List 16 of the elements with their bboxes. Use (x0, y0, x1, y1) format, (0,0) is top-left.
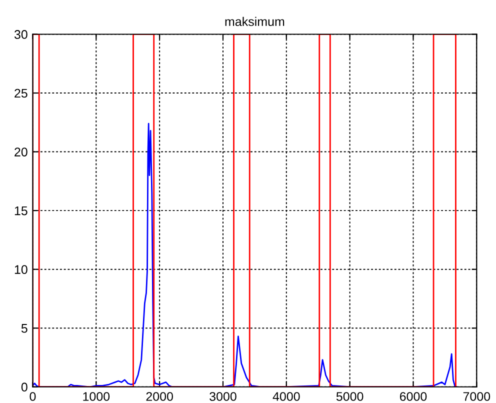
y-tick-label: 15 (14, 206, 28, 216)
y-tick-label: 10 (14, 265, 28, 274)
x-tick-label: 7000 (463, 392, 490, 401)
y-tick-label: 25 (14, 88, 28, 98)
x-tick-label: 6000 (400, 392, 427, 401)
y-tick-label: 20 (14, 148, 28, 156)
y-tick-label: 30 (14, 30, 28, 39)
x-tick-label: 3000 (210, 392, 236, 401)
x-tick-label: 5000 (336, 392, 364, 401)
chart-title: maksimum (225, 16, 284, 26)
y-tick-label: 0 (21, 382, 28, 392)
x-tick-label: 0 (30, 392, 36, 401)
x-tick-label: 2000 (146, 392, 173, 401)
x-tick-label: 1000 (83, 392, 110, 401)
y-tick-label: 5 (21, 324, 28, 333)
x-tick-label: 4000 (272, 392, 300, 401)
